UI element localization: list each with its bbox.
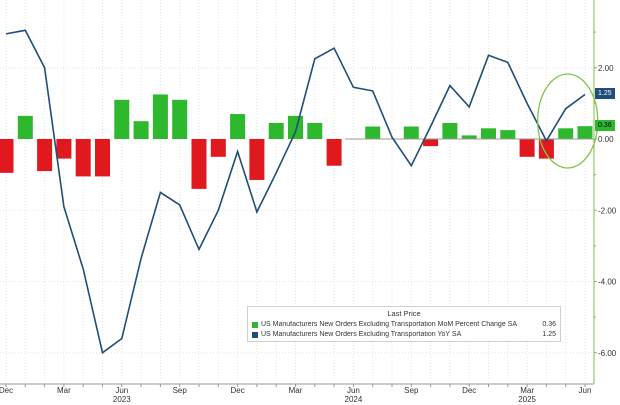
mom-bar: [442, 122, 458, 139]
legend-label-mom: US Manufacturers New Orders Excluding Tr…: [261, 321, 518, 328]
x-tick-label: Sep: [173, 386, 188, 395]
mom-bar: [558, 128, 574, 139]
mom-bar: [133, 121, 149, 139]
mom-bar: [307, 122, 323, 139]
legend: Last Price US Manufacturers New Orders E…: [247, 306, 561, 342]
legend-title: Last Price: [387, 309, 421, 318]
mom-bar: [230, 114, 246, 139]
mom-bar: [500, 130, 516, 139]
legend-entry-yoy: US Manufacturers New Orders Excluding Tr…: [252, 330, 556, 339]
mom-bar: [481, 128, 496, 139]
legend-value-mom: 0.36: [542, 321, 556, 328]
x-tick-label: Mar: [57, 386, 71, 395]
x-tick-label: Dec: [0, 386, 13, 395]
mom-bar: [423, 139, 439, 147]
x-tick-label: Dec: [230, 386, 244, 395]
mom-bar: [365, 126, 381, 139]
y-tick-label: -4.00: [598, 278, 617, 287]
yoy-last-price-badge: 1.25: [595, 88, 615, 100]
mom-bar: [403, 126, 419, 139]
x-tick-label: Jun: [579, 386, 592, 395]
x-year-label: 2025: [518, 395, 536, 404]
mom-bar: [268, 122, 284, 139]
x-tick-label: Jun: [115, 386, 128, 395]
mom-bar: [519, 139, 535, 157]
mom-bar: [191, 139, 207, 189]
mom-bar: [56, 139, 72, 159]
legend-label-yoy: US Manufacturers New Orders Excluding Tr…: [261, 331, 462, 338]
mom-bar: [326, 139, 342, 166]
y-axis-ticks: 2.00 0.00 -2.00 -4.00 -6.00: [594, 31, 617, 358]
yoy-line: [5, 29, 586, 355]
x-tick-label: Jun: [347, 386, 360, 395]
legend-swatch-mom: [252, 321, 258, 328]
y-tick-label: 0.00: [598, 135, 614, 144]
mom-bar: [75, 139, 91, 177]
legend-swatch-yoy: [252, 331, 258, 338]
y-tick-label: -2.00: [598, 206, 617, 215]
x-year-label: 2023: [113, 395, 131, 404]
mom-bars: [0, 94, 593, 189]
mom-bar: [577, 126, 593, 139]
mom-bar: [172, 99, 188, 139]
mom-bar: [17, 115, 33, 139]
mom-bar: [210, 139, 226, 157]
x-tick-label: Dec: [462, 386, 476, 395]
legend-entry-mom: US Manufacturers New Orders Excluding Tr…: [252, 320, 556, 329]
mom-bar: [152, 94, 168, 139]
x-tick-label: Mar: [289, 386, 303, 395]
x-year-label: 2024: [345, 395, 363, 404]
mom-bar: [0, 139, 14, 173]
x-tick-label: Mar: [520, 386, 534, 395]
y-tick-label: -6.00: [598, 349, 617, 358]
axes: [0, 0, 595, 385]
mom-bar: [538, 139, 554, 159]
legend-value-yoy: 1.25: [542, 331, 556, 338]
mom-bar: [461, 135, 477, 139]
mom-bar: [114, 99, 130, 139]
y-tick-label: 2.00: [598, 64, 614, 73]
mom-bar: [37, 139, 53, 172]
mom-bar: [95, 139, 110, 177]
mom-bar: [288, 115, 303, 139]
mom-bar: [249, 139, 265, 180]
mom-last-price-badge: 0.36: [595, 120, 615, 132]
x-tick-label: Sep: [404, 386, 419, 395]
